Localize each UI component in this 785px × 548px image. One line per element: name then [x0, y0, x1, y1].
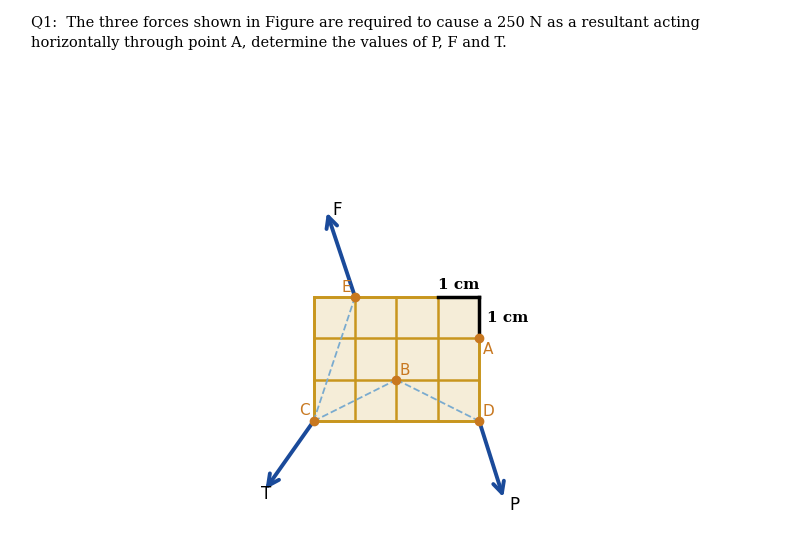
- Polygon shape: [314, 297, 479, 421]
- Text: B: B: [400, 363, 411, 378]
- Text: F: F: [332, 201, 341, 219]
- Text: A: A: [483, 341, 493, 357]
- Text: E: E: [341, 280, 351, 295]
- Text: P: P: [509, 495, 519, 513]
- Text: T: T: [261, 486, 271, 503]
- Text: 1 cm: 1 cm: [487, 311, 528, 324]
- Text: D: D: [483, 404, 495, 419]
- Text: C: C: [299, 403, 309, 418]
- Text: 1 cm: 1 cm: [438, 277, 479, 292]
- Text: Q1:  The three forces shown in Figure are required to cause a 250 N as a resulta: Q1: The three forces shown in Figure are…: [31, 16, 700, 50]
